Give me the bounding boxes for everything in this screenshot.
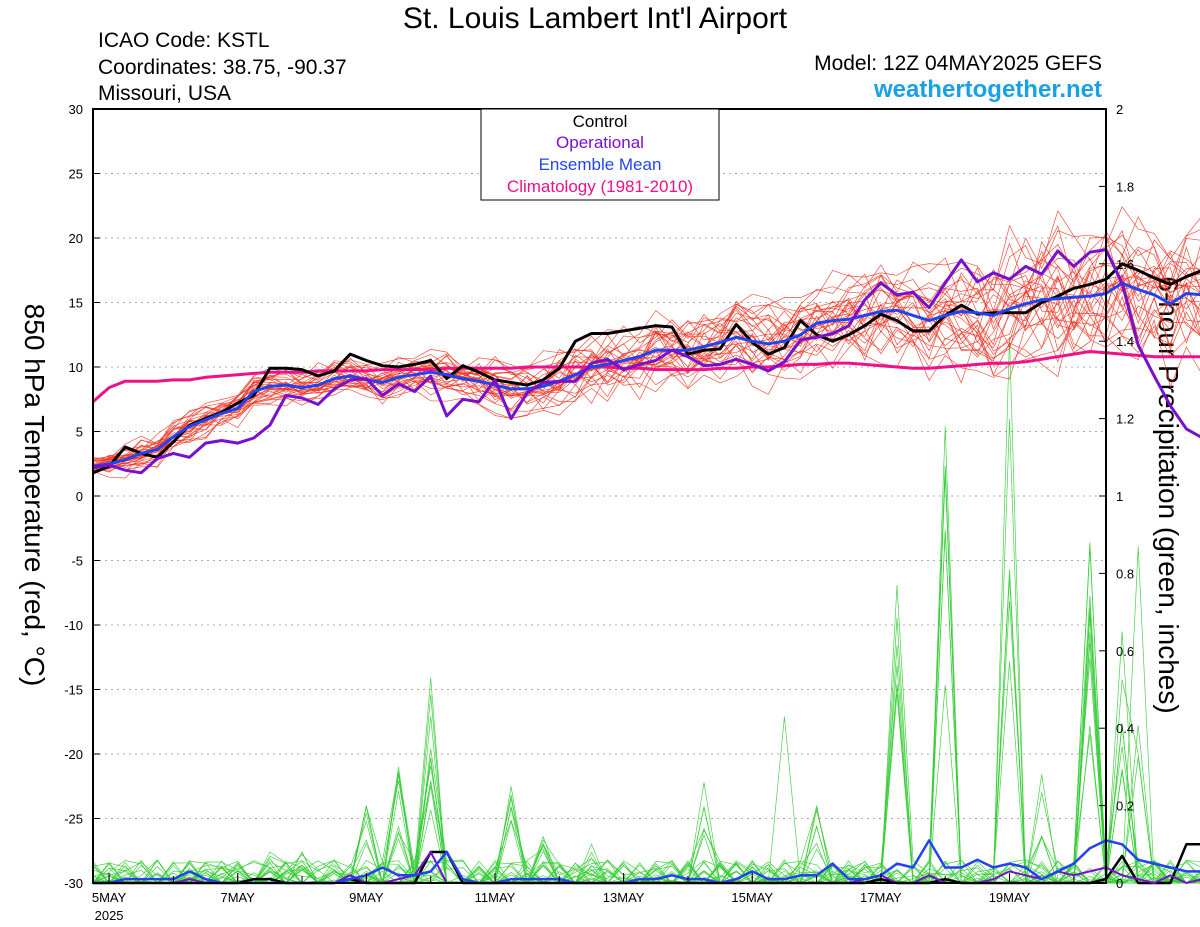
legend-control: Control (573, 112, 628, 131)
y-tick-label: 25 (69, 167, 83, 182)
member-precip-line (92, 595, 1200, 884)
member-temp-line (92, 275, 1200, 466)
y-ticks-right: 2 1.8 1.6 1.4 1.2 1 0.8 0.6 0.4 0.2 0 (1099, 102, 1134, 891)
member-temp-lines (92, 205, 1200, 479)
y2-tick-label: 1.4 (1116, 334, 1134, 349)
y2-tick-label: 0.2 (1116, 799, 1134, 814)
x-ticks: 5MAY 2025 7MAY 9MAY 11MAY 13MAY 15MAY 17MAY 19MA… (92, 873, 1075, 923)
y-tick-label: 30 (69, 102, 83, 117)
site-link[interactable]: weathertogether.net (873, 76, 1102, 103)
member-precip-line (92, 337, 1200, 884)
icao-code: ICAO Code: KSTL (98, 29, 270, 52)
x-tick-label: 19MAY (989, 890, 1031, 905)
member-temp-line (92, 284, 1200, 471)
member-temp-line (92, 285, 1200, 473)
member-temp-line (92, 312, 1200, 475)
member-precip-line (92, 757, 1200, 884)
x-tick-label: 7MAY (220, 890, 255, 905)
y-ticks-left: 30 25 20 15 10 5 0 -5 -10 -15 -20 -25 -30 (64, 102, 100, 891)
member-precip-line (92, 716, 1200, 884)
member-precip-line (93, 418, 1200, 884)
member-precip-line (92, 475, 1200, 884)
member-precip-line (92, 584, 1200, 884)
y2-tick-label: 0.6 (1116, 644, 1134, 659)
y-tick-label: 5 (76, 425, 83, 440)
ensemble-mean-line (92, 281, 1200, 468)
legend-operational: Operational (556, 133, 644, 152)
x-tick-label: 11MAY (475, 890, 516, 905)
chart-title: St. Louis Lambert Int'l Airport (402, 2, 788, 35)
y-tick-label: 10 (69, 360, 83, 375)
y2-tick-label: 1 (1116, 489, 1123, 504)
member-precip-line (92, 601, 1200, 884)
x-tick-label: 15MAY (731, 890, 773, 905)
y-tick-label: -25 (64, 812, 83, 827)
y-tick-label: 20 (69, 231, 83, 246)
member-temp-line (92, 230, 1200, 462)
model-run: Model: 12Z 04MAY2025 GEFS (814, 52, 1102, 75)
member-precip-line (92, 632, 1200, 884)
member-precip-line (92, 677, 1200, 884)
y2-tick-label: 1.6 (1116, 257, 1134, 272)
x-tick-label: 5MAY (92, 890, 127, 905)
y-tick-label: -15 (64, 683, 83, 698)
coordinates: Coordinates: 38.75, -90.37 (98, 56, 347, 79)
control-line (92, 262, 1200, 475)
operational-line (92, 248, 1200, 475)
member-precip-line (92, 679, 1200, 884)
member-precip-line (92, 547, 1200, 884)
member-precip-line (92, 734, 1200, 884)
x-tick-label: 9MAY (349, 890, 384, 905)
member-precip-line (92, 661, 1200, 884)
y2-tick-label: 0 (1116, 876, 1123, 891)
member-precip-line (92, 765, 1200, 884)
member-precip-line (93, 531, 1200, 884)
y-tick-label: -30 (64, 876, 83, 891)
legend-box (480, 108, 720, 201)
member-precip-line (92, 542, 1200, 884)
y-tick-label: -5 (71, 554, 83, 569)
x-tick-sublabel: 2025 (95, 908, 124, 923)
member-temp-line (92, 224, 1200, 461)
member-precip-lines (92, 337, 1200, 885)
member-temp-line (92, 230, 1200, 461)
y2-tick-label: 0.4 (1116, 721, 1134, 736)
member-precip-line (93, 529, 1200, 884)
member-precip-line (93, 465, 1200, 884)
y2-tick-label: 1.8 (1116, 179, 1134, 194)
x-tick-label: 13MAY (603, 890, 645, 905)
member-precip-line (93, 665, 1200, 884)
location: Missouri, USA (98, 82, 232, 105)
member-temp-line (92, 216, 1200, 465)
legend-climatology: Climatology (1981-2010) (507, 177, 693, 196)
member-precip-line (92, 467, 1200, 884)
y2-tick-label: 0.8 (1116, 566, 1134, 581)
gridlines (93, 173, 1106, 819)
x-tick-label: 17MAY (860, 890, 902, 905)
member-precip-line (93, 658, 1200, 884)
member-precip-line (93, 617, 1200, 884)
y-tick-label: -10 (64, 618, 83, 633)
y-tick-label: -20 (64, 747, 83, 762)
member-temp-line (92, 294, 1200, 472)
member-temp-line (92, 233, 1200, 467)
legend: Control Operational Ensemble Mean Climat… (480, 108, 720, 201)
y-tick-label: 15 (69, 296, 83, 311)
climatology-line (92, 350, 1200, 403)
y-tick-label: 0 (76, 489, 83, 504)
y2-tick-label: 2 (1116, 102, 1123, 117)
y2-tick-label: 1.2 (1116, 412, 1134, 427)
legend-ensemble-mean: Ensemble Mean (539, 155, 662, 174)
